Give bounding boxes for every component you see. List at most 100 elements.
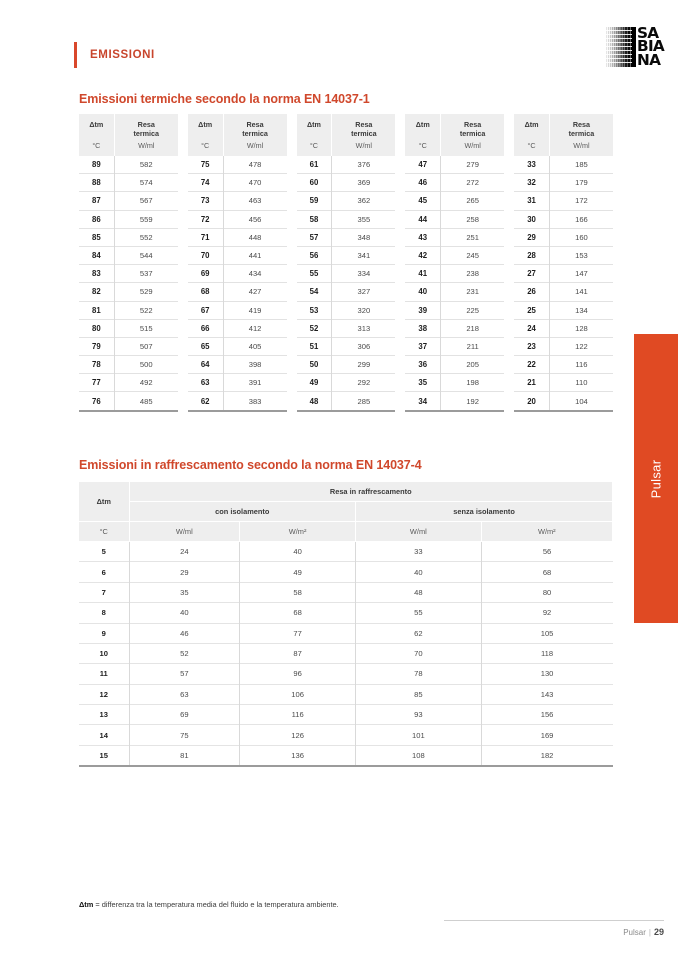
thermal-dtm-cell: 65: [187, 336, 224, 356]
table-row: 24 128: [514, 318, 613, 338]
table-row: 8 40 68 55 92: [79, 602, 613, 623]
thermal-resa-cell: 166: [548, 209, 613, 229]
cooling-wm2-con-cell: 68: [239, 602, 356, 623]
side-tab-pulsar[interactable]: Pulsar: [634, 334, 678, 623]
table-row: 15 81 136 108 182: [79, 744, 613, 767]
thermal-resa-cell: 172: [548, 191, 613, 211]
table-row: 38 218: [405, 318, 505, 338]
thermal-resa-cell: 405: [222, 336, 287, 356]
thermal-resa-cell: 369: [331, 173, 396, 192]
accent-bar-icon: [74, 42, 77, 68]
thermal-dtm-cell: 23: [514, 336, 550, 356]
cooling-wm2-con-cell: 106: [239, 683, 356, 705]
thermal-dtm-cell: 39: [405, 300, 441, 320]
table-row: 65 405: [187, 336, 287, 356]
table-row: 50 299: [296, 355, 396, 374]
thermal-dtm-cell: 24: [514, 318, 550, 338]
table-row: 27 147: [514, 264, 613, 283]
cooling-unit-wml-con: W/ml: [128, 521, 241, 542]
thermal-resa-cell: 434: [222, 264, 287, 283]
cooling-wml-senza-cell: 70: [355, 642, 482, 664]
table-row: 79 507: [79, 336, 178, 356]
thermal-dtm-cell: 37: [405, 336, 441, 356]
thermal-dtm-cell: 31: [514, 191, 550, 211]
cooling-group-senza-isolamento: senza isolamento: [355, 501, 613, 522]
thermal-dtm-cell: 44: [405, 209, 441, 229]
cooling-dtm-cell: 15: [79, 744, 129, 767]
table-row: 68 427: [187, 282, 287, 301]
table-row: 80 515: [79, 318, 178, 338]
thermal-dtm-cell: 21: [514, 373, 550, 392]
cooling-wm2-senza-cell: 169: [480, 724, 613, 746]
table-row: 57 348: [296, 227, 396, 247]
thermal-resa-cell: 448: [222, 227, 287, 247]
thermal-block: Δtm °C Resa termica W/ml 89 582 88 574 87 567 86 55…: [79, 114, 178, 412]
table-row: 7 35 58 48 80: [79, 581, 613, 603]
cooling-unit-wm2-senza: W/m²: [480, 521, 614, 542]
thermal-resa-cell: 544: [113, 245, 178, 265]
table-row: 29 160: [514, 227, 613, 247]
table-row: 86 559: [79, 209, 178, 229]
cooling-header-row-2: con isolamento senza isolamento: [79, 501, 613, 522]
thermal-dtm-cell: 48: [296, 391, 332, 411]
cooling-wml-con-cell: 24: [128, 541, 240, 562]
thermal-dtm-cell: 27: [514, 264, 550, 283]
thermal-emissions-table: Δtm °C Resa termica W/ml 89 582 88 574 87 567 86 55…: [79, 114, 613, 412]
cooling-wml-con-cell: 29: [128, 561, 240, 583]
cooling-wml-senza-cell: 48: [355, 581, 482, 603]
cooling-wm2-senza-cell: 182: [480, 744, 613, 767]
thermal-dtm-header: Δtm °C: [405, 114, 441, 156]
thermal-dtm-cell: 41: [405, 264, 441, 283]
thermal-block: Δtm °C Resa termica W/ml 47 279 46 272 45 265 44 25…: [405, 114, 505, 412]
table-row: 76 485: [79, 391, 178, 411]
thermal-dtm-cell: 73: [187, 191, 224, 211]
cooling-wml-senza-cell: 33: [355, 541, 482, 562]
table-row: 51 306: [296, 336, 396, 356]
cooling-dtm-unit: °C: [79, 521, 130, 542]
thermal-resa-cell: 582: [113, 156, 178, 174]
table-row: 73 463: [187, 191, 287, 211]
thermal-dtm-cell: 63: [187, 373, 224, 392]
thermal-resa-cell: 218: [440, 318, 505, 338]
thermal-dtm-cell: 28: [514, 245, 550, 265]
table-row: 45 265: [405, 191, 505, 211]
thermal-dtm-cell: 50: [296, 355, 332, 374]
cooling-dtm-cell: 6: [79, 561, 129, 583]
thermal-header-row: Δtm °C Resa termica W/ml: [296, 114, 396, 156]
thermal-dtm-cell: 40: [405, 282, 441, 301]
thermal-head: Δtm °C Resa termica W/ml: [296, 114, 396, 156]
cooling-dtm-header: Δtm: [79, 481, 130, 522]
thermal-dtm-header: Δtm °C: [79, 114, 115, 156]
thermal-resa-cell: 251: [440, 227, 505, 247]
cooling-wml-senza-cell: 85: [355, 683, 482, 705]
thermal-dtm-cell: 77: [79, 373, 115, 392]
thermal-dtm-cell: 62: [187, 391, 224, 411]
table-row: 83 537: [79, 264, 178, 283]
thermal-resa-cell: 198: [440, 373, 505, 392]
thermal-resa-cell: 500: [113, 355, 178, 374]
table-row: 84 544: [79, 245, 178, 265]
footnote: Δtm = differenza tra la temperatura medi…: [79, 900, 339, 909]
thermal-dtm-cell: 26: [514, 282, 550, 301]
table-row: 85 552: [79, 227, 178, 247]
side-tab-label: Pulsar: [648, 459, 664, 498]
thermal-dtm-cell: 35: [405, 373, 441, 392]
cooling-dtm-cell: 7: [79, 581, 129, 603]
cooling-wm2-senza-cell: 68: [480, 561, 613, 583]
thermal-dtm-cell: 86: [79, 209, 115, 229]
cooling-header-row-3: °C W/ml W/m² W/ml W/m²: [79, 521, 614, 542]
thermal-dtm-cell: 47: [405, 156, 441, 174]
cooling-dtm-cell: 10: [79, 642, 129, 664]
cooling-dtm-cell: 9: [79, 622, 129, 644]
thermal-resa-cell: 492: [113, 373, 178, 392]
thermal-resa-cell: 327: [331, 282, 396, 301]
cooling-dtm-cell: 14: [79, 724, 129, 746]
table-row: 54 327: [296, 282, 396, 301]
thermal-dtm-cell: 42: [405, 245, 441, 265]
thermal-resa-cell: 116: [548, 355, 613, 374]
cooling-dtm-cell: 13: [79, 703, 129, 725]
cooling-wml-con-cell: 63: [128, 683, 240, 705]
thermal-resa-cell: 225: [440, 300, 505, 320]
table-row: 34 192: [405, 391, 505, 411]
thermal-resa-cell: 245: [440, 245, 505, 265]
